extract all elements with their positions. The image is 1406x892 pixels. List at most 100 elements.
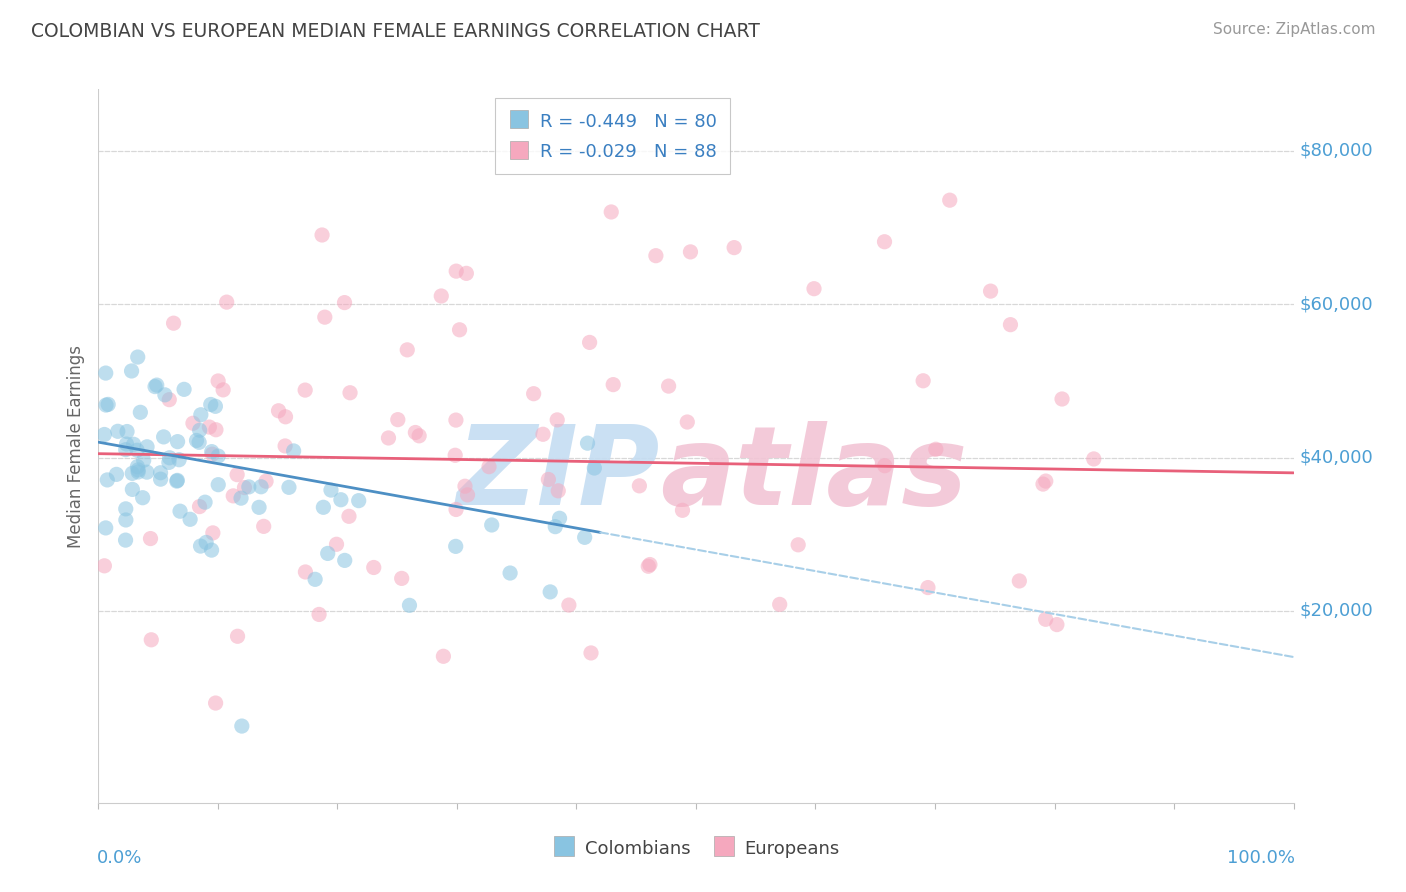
Point [377, 431, 399, 445]
Point [238, 480, 260, 494]
Point [179, 512, 201, 526]
Point [188, 435, 211, 450]
Point [93, 558, 115, 573]
Point [544, 519, 567, 533]
Point [157, 392, 180, 407]
Point [139, 532, 162, 546]
Point [1000, 318, 1022, 332]
Point [547, 483, 569, 498]
Point [449, 323, 471, 337]
Point [166, 434, 188, 449]
Point [132, 453, 155, 467]
Point [136, 440, 159, 454]
Point [558, 598, 581, 612]
Point [658, 379, 681, 393]
Point [1050, 392, 1073, 406]
Point [127, 459, 149, 474]
Text: COLOMBIAN VS EUROPEAN MEDIAN FEMALE EARNINGS CORRELATION CHART: COLOMBIAN VS EUROPEAN MEDIAN FEMALE EARN… [31, 22, 759, 41]
Point [457, 488, 479, 502]
Point [444, 540, 467, 554]
Point [363, 560, 385, 574]
Point [398, 599, 420, 613]
Point [538, 585, 561, 599]
Point [173, 382, 195, 396]
Point [181, 416, 204, 430]
Text: 0.0%: 0.0% [97, 849, 142, 867]
Point [602, 377, 624, 392]
Text: $40,000: $40,000 [1299, 449, 1374, 467]
Point [644, 249, 666, 263]
Text: $60,000: $60,000 [1299, 295, 1374, 313]
Point [546, 413, 568, 427]
Point [337, 509, 360, 524]
Point [347, 493, 370, 508]
Point [115, 513, 138, 527]
Point [456, 266, 478, 280]
Point [917, 581, 939, 595]
Point [190, 408, 212, 422]
Point [637, 559, 659, 574]
Point [387, 412, 409, 426]
Point [190, 539, 212, 553]
Point [312, 500, 335, 515]
Point [114, 442, 136, 457]
Point [94, 366, 117, 380]
Point [200, 397, 222, 411]
Point [574, 530, 596, 544]
Point [314, 310, 336, 325]
Point [188, 423, 211, 437]
Point [769, 598, 792, 612]
Point [576, 436, 599, 450]
Point [201, 447, 224, 461]
Point [94, 521, 117, 535]
Point [222, 489, 245, 503]
Point [679, 244, 702, 259]
Point [304, 572, 326, 586]
Point [873, 235, 896, 249]
Point [408, 429, 430, 443]
Text: Source: ZipAtlas.com: Source: ZipAtlas.com [1212, 22, 1375, 37]
Point [215, 295, 238, 310]
Point [274, 439, 297, 453]
Point [114, 501, 136, 516]
Point [149, 472, 172, 486]
Point [444, 264, 467, 278]
Point [188, 500, 211, 514]
Point [129, 405, 152, 419]
Point [169, 504, 191, 518]
Point [159, 450, 181, 465]
Point [912, 374, 935, 388]
Point [283, 444, 305, 458]
Point [127, 443, 149, 458]
Point [97, 397, 120, 411]
Point [201, 525, 224, 540]
Point [122, 437, 145, 451]
Point [676, 415, 699, 429]
Point [253, 519, 276, 533]
Point [396, 343, 419, 357]
Point [157, 455, 180, 469]
Point [105, 467, 128, 482]
Text: ZIP: ZIP [457, 421, 661, 528]
Point [186, 434, 208, 448]
Point [294, 565, 316, 579]
Point [198, 420, 221, 434]
Point [121, 483, 143, 497]
Point [205, 423, 228, 437]
Point [167, 452, 190, 467]
Point [233, 481, 256, 495]
Point [207, 477, 229, 491]
Point [250, 480, 273, 494]
Point [204, 400, 226, 414]
Point [194, 495, 217, 509]
Point [229, 491, 252, 505]
Point [531, 427, 554, 442]
Point [143, 379, 166, 393]
Point [294, 383, 316, 397]
Point [127, 350, 149, 364]
Point [226, 467, 249, 482]
Point [787, 538, 810, 552]
Point [333, 295, 356, 310]
Point [200, 543, 222, 558]
Point [325, 537, 347, 551]
